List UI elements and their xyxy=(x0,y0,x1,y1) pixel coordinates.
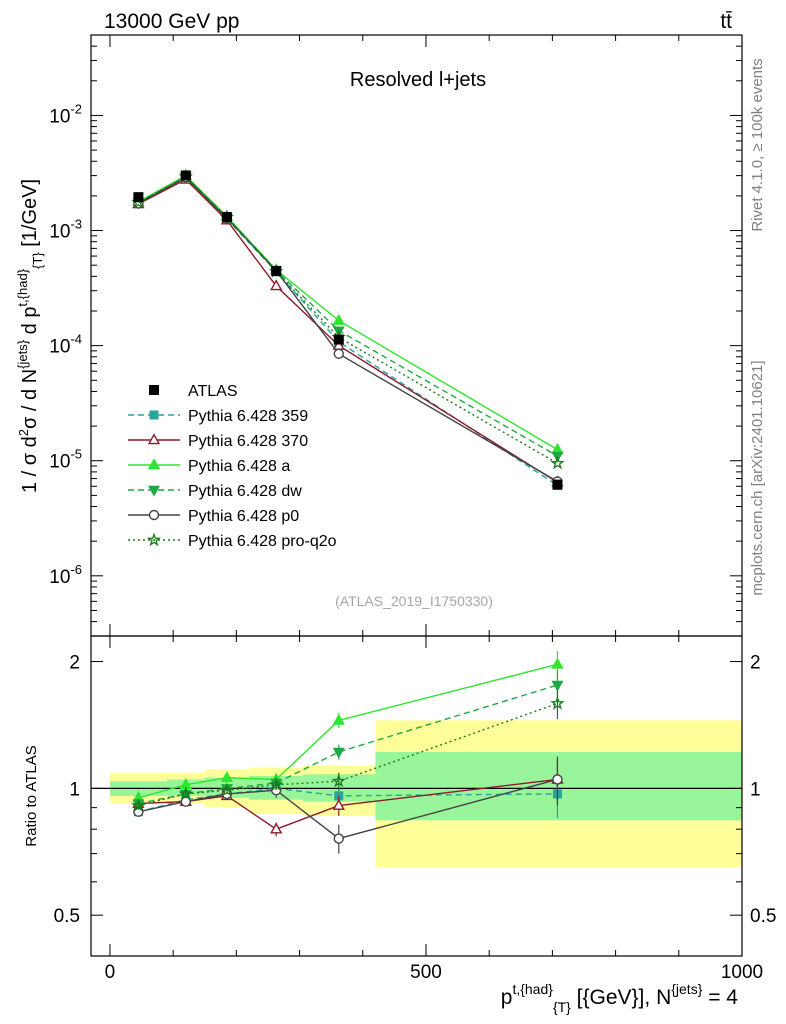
legend-marker xyxy=(147,433,161,445)
legend-marker xyxy=(147,458,161,470)
ratio-point xyxy=(552,774,563,785)
atlas-data-point xyxy=(333,334,344,345)
analysis-watermark: (ATLAS_2019_I1750330) xyxy=(335,593,493,609)
ratio-line xyxy=(138,778,558,840)
ratio-panel: 0 500 1000 0.5 0.5 1 1 2 2 Ratio to ATLAS xyxy=(23,635,776,983)
header-process-label: tt̄ xyxy=(720,10,732,33)
atlas-data-point xyxy=(221,212,232,223)
main-panel: 10-6 10-5 10-4 10-3 10-2 Resolved l+jets (AT… xyxy=(49,34,743,637)
legend-atlas-label: ATLAS xyxy=(188,383,238,400)
data-point xyxy=(332,313,345,325)
header-energy-label: 13000 GeV pp xyxy=(104,10,239,33)
ratio-point xyxy=(332,747,345,759)
x-tick-label: 0 xyxy=(105,962,116,983)
ratio-frame xyxy=(90,635,743,957)
ratio-line xyxy=(138,702,558,807)
atlas-data-point xyxy=(133,192,144,203)
svg-text:1 / σ d2σ / d N{jets} d pt,{ha: 1 / σ d2σ / d N{jets} d pt,{had}{T} [1/G… xyxy=(15,179,45,493)
x-tick-label: 500 xyxy=(410,962,442,983)
legend-atlas-marker xyxy=(149,385,159,395)
y-tick-label: 10-3 xyxy=(49,217,82,243)
ratio-line xyxy=(138,663,558,799)
mcplots-credit-label: mcplots.cern.ch [arXiv:2401.10621] xyxy=(749,360,766,595)
legend-label: Pythia 6.428 dw xyxy=(188,483,302,500)
legend-label: Pythia 6.428 a xyxy=(188,458,290,475)
data-point xyxy=(333,348,344,359)
atlas-data-point xyxy=(552,479,563,490)
legend-marker xyxy=(146,532,162,547)
ratio-point xyxy=(270,822,283,834)
ratio-point xyxy=(551,680,564,692)
ratio-y-tick-label-right: 0.5 xyxy=(750,906,776,927)
series-line xyxy=(138,178,558,483)
svg-text:pt,{had}{T} [{GeV}], N{jets} =: pt,{had}{T} [{GeV}], N{jets} = 4 xyxy=(501,981,739,1015)
ratio-y-axis-label: Ratio to ATLAS xyxy=(23,745,40,846)
data-point xyxy=(550,455,565,470)
ratio-data xyxy=(131,650,565,854)
y-tick-label: 10-5 xyxy=(49,447,82,473)
main-data xyxy=(131,168,565,490)
ratio-y-tick-label: 2 xyxy=(69,653,80,674)
ratio-point xyxy=(220,770,234,783)
ratio-y-tick-label-right: 2 xyxy=(750,653,761,674)
rivet-version-label: Rivet 4.1.0, ≥ 100k events xyxy=(749,58,766,231)
legend-label: Pythia 6.428 pro-q2o xyxy=(188,533,337,550)
ratio-point xyxy=(178,786,194,801)
ratio-point xyxy=(333,833,344,844)
data-point xyxy=(270,279,283,291)
band-inner xyxy=(375,751,742,821)
atlas-data-point xyxy=(180,170,191,181)
ratio-point xyxy=(268,777,284,791)
legend-marker xyxy=(149,410,159,420)
ratio-line xyxy=(138,778,558,830)
main-y-axis-label: 1 / σ d2σ / d N{jets} d pt,{had}{T} [1/G… xyxy=(15,179,45,493)
ratio-point xyxy=(550,695,565,710)
legend-label: Pythia 6.428 370 xyxy=(188,433,308,450)
legend: ATLAS Pythia 6.428 359 Pythia 6.428 370 Pyt… xyxy=(128,383,337,550)
ratio-point xyxy=(331,773,346,788)
legend-marker xyxy=(148,509,160,521)
legend-label: Pythia 6.428 359 xyxy=(188,408,308,425)
x-axis-label: pt,{had}{T} [{GeV}], N{jets} = 4 xyxy=(501,981,739,1015)
y-tick-label: 10-4 xyxy=(49,332,82,358)
legend-marker xyxy=(148,485,160,497)
ratio-point xyxy=(219,782,235,797)
y-tick-label: 10-2 xyxy=(49,101,82,127)
series-line xyxy=(138,176,558,483)
main-title: Resolved l+jets xyxy=(350,69,486,91)
x-tick-label: 1000 xyxy=(721,962,763,983)
atlas-data-point xyxy=(271,266,282,277)
ratio-point xyxy=(332,798,345,810)
legend-label: Pythia 6.428 p0 xyxy=(188,508,299,525)
ratio-point xyxy=(131,797,146,812)
ratio-point xyxy=(551,657,564,669)
series-line xyxy=(138,174,558,451)
y-tick-label: 10-6 xyxy=(49,562,82,588)
ratio-y-tick-label-right: 1 xyxy=(750,779,761,800)
ratio-y-tick-label: 0.5 xyxy=(54,906,80,927)
ratio-point xyxy=(332,713,345,725)
ratio-y-tick-label: 1 xyxy=(69,779,80,800)
